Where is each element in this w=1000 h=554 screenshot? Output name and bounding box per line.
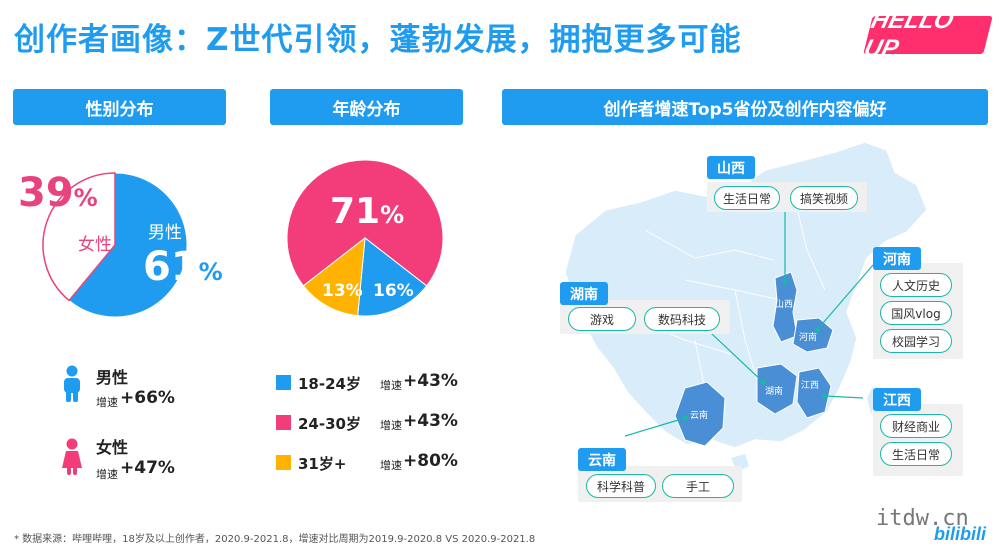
female-percent-value: 39: [18, 170, 74, 216]
age-legend-growth-value: +80%: [403, 451, 458, 471]
age-legend-growth-value: +43%: [403, 371, 458, 391]
age-24-30-percent-value: 71: [330, 191, 381, 232]
gender-pie-chart: [42, 172, 188, 318]
age-legend-growth-label: 增速: [380, 419, 402, 432]
bilibili-logo: bilibili: [934, 524, 986, 544]
content-preference-pill: 科学科普: [586, 474, 656, 498]
content-preference-pill: 游戏: [568, 307, 636, 331]
map-label-henan: 河南: [799, 331, 817, 343]
female-legend-label: 女性: [96, 438, 129, 457]
content-preference-pill: 生活日常: [880, 442, 952, 466]
age-legend-swatch: [276, 375, 291, 390]
content-preference-pill: 搞笑视频: [790, 186, 858, 210]
map-jiangxi: [796, 367, 832, 419]
content-preference-pill: 人文历史: [880, 273, 952, 297]
map-label-hunan: 湖南: [765, 385, 783, 397]
age-24-30-percent: 71%: [330, 191, 404, 232]
logo-text: HELLO UP: [861, 7, 993, 62]
age-slice-18-24: [357, 237, 428, 317]
content-preference-pill: 手工: [662, 474, 734, 498]
age-pie-chart: [286, 159, 444, 317]
map-label-shanxi: 山西: [775, 299, 793, 310]
age-18-24-percent: 16%: [373, 281, 414, 301]
male-growth-value: +66%: [120, 388, 175, 408]
age-slice-24-30: [286, 159, 444, 287]
age-legend-growth-label: 增速: [380, 459, 402, 472]
province-name-tag: 湖南: [560, 282, 608, 305]
province-name-tag: 云南: [578, 448, 626, 471]
province-name-tag: 河南: [873, 247, 921, 270]
section-region-header: 创作者增速Top5省份及创作内容偏好: [502, 89, 988, 125]
content-preference-pill: 校园学习: [880, 329, 952, 353]
page-title: 创作者画像：Z世代引领，蓬勃发展，拥抱更多可能: [14, 22, 742, 58]
map-hunan: [756, 363, 798, 415]
section-age-header: 年龄分布: [270, 89, 463, 125]
gender-slice-female: [42, 172, 116, 302]
female-percent-sign: %: [73, 184, 98, 212]
content-preference-pill: 国风vlog: [880, 301, 952, 325]
content-preference-pill: 生活日常: [714, 186, 780, 210]
china-map: 山西 河南 湖南 江西 云南: [564, 141, 928, 472]
age-legend-growth-value: +43%: [403, 411, 458, 431]
age-31plus-percent: 13%: [322, 281, 363, 301]
age-legend-label: 18-24岁: [298, 375, 361, 393]
content-preference-pill: 数码科技: [644, 307, 720, 331]
female-slice-label: 女性: [78, 235, 112, 255]
female-percent: 39%: [18, 170, 98, 216]
age-legend-swatch: [276, 415, 291, 430]
age-slice-31plus: [302, 236, 366, 317]
age-legend-label: 31岁+: [298, 455, 347, 473]
male-percent: 61%: [143, 244, 223, 290]
content-preference-pill: 财经商业: [880, 414, 952, 438]
male-growth-label: 增速: [96, 396, 118, 409]
male-percent-value: 61: [143, 244, 199, 290]
map-label-jiangxi: 江西: [801, 380, 819, 391]
gender-slice-male: [68, 172, 188, 318]
footnote: * 数据来源：哔哩哔哩，18岁及以上创作者，2020.9-2021.8，增速对比…: [14, 534, 536, 545]
province-name-tag: 江西: [873, 388, 921, 411]
province-name-tag: 山西: [707, 156, 755, 179]
map-henan: [792, 317, 834, 353]
male-slice-label: 男性: [148, 223, 182, 243]
female-person-icon: [62, 438, 82, 475]
age-legend-label: 24-30岁: [298, 415, 361, 433]
watermark: itdw.cn: [876, 506, 969, 531]
section-gender-header: 性别分布: [13, 89, 226, 125]
male-person-icon: [64, 365, 80, 402]
map-china-outline: [564, 141, 928, 449]
map-label-yunnan: 云南: [690, 409, 708, 421]
female-growth-label: 增速: [96, 468, 118, 481]
male-legend-label: 男性: [96, 368, 129, 387]
male-percent-sign: %: [198, 258, 223, 286]
age-legend-swatch: [276, 455, 291, 470]
female-growth-value: +47%: [120, 458, 175, 478]
age-legend-growth-label: 增速: [380, 379, 402, 392]
age-24-30-percent-sign: %: [380, 201, 405, 229]
hello-up-logo: HELLO UP: [861, 7, 993, 62]
